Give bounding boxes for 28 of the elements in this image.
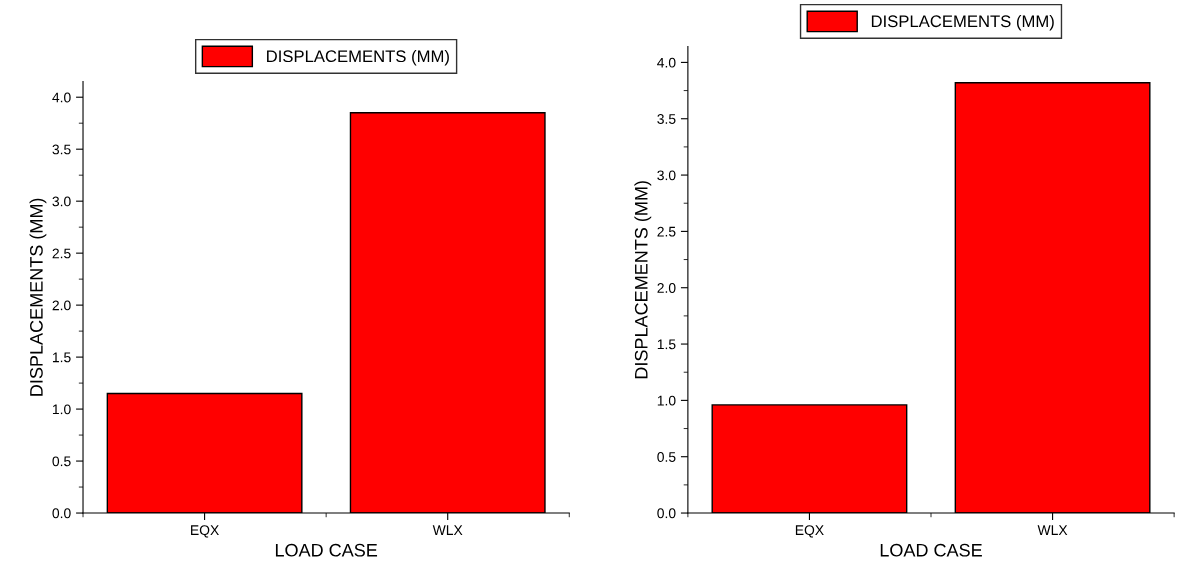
x-axis-title: LOAD CASE	[275, 543, 378, 557]
x-axis-title: LOAD CASE	[880, 543, 982, 557]
y-tick-label: 0.0	[657, 508, 676, 519]
y-tick-label: 1.0	[657, 395, 676, 406]
y-tick-label: 1.5	[52, 352, 71, 363]
x-tick-label: EQX	[191, 525, 219, 538]
legend-label: DISPLACEMENTS (MM)	[267, 49, 449, 66]
legend-label: DISPLACEMENTS (MM)	[871, 14, 1054, 31]
y-axis-title: DISPLACEMENTS (MM)	[29, 198, 47, 396]
x-tick-label: WLX	[1037, 525, 1068, 535]
y-tick-label: 4.0	[657, 57, 676, 68]
y-tick-label: 0.5	[52, 456, 71, 467]
y-tick-label: 3.5	[657, 114, 676, 124]
y-tick-label: 0.0	[52, 508, 71, 519]
y-tick-label: 3.0	[52, 196, 71, 207]
y-tick-label: 4.0	[52, 92, 71, 103]
y-tick-label: 3.0	[657, 170, 676, 181]
y-tick-label: 2.0	[657, 283, 676, 293]
y-tick-label: 3.5	[52, 144, 71, 155]
y-tick-label: 2.5	[52, 248, 71, 259]
y-tick-label: 2.5	[657, 226, 676, 237]
y-tick-label: 2.0	[52, 300, 71, 311]
y-tick-label: 1.5	[657, 339, 676, 350]
x-tick-label: EQX	[795, 525, 824, 538]
x-tick-label: WLX	[432, 525, 463, 535]
y-axis-title: DISPLACEMENTS (MM)	[634, 181, 652, 379]
y-tick-label: 1.0	[52, 404, 71, 415]
y-tick-label: 0.5	[657, 452, 676, 462]
